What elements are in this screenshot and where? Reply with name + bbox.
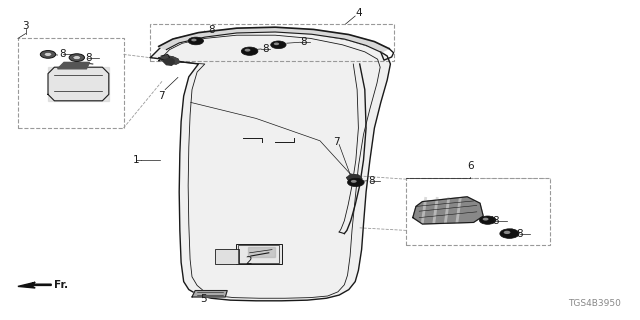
Circle shape xyxy=(40,51,56,58)
Polygon shape xyxy=(159,27,389,52)
Text: 3: 3 xyxy=(22,20,29,31)
Polygon shape xyxy=(347,174,362,182)
Circle shape xyxy=(504,231,511,234)
Text: 8: 8 xyxy=(301,36,307,47)
Circle shape xyxy=(348,178,364,187)
Circle shape xyxy=(44,52,52,56)
Polygon shape xyxy=(18,282,51,288)
Bar xyxy=(406,178,550,245)
Polygon shape xyxy=(160,56,179,64)
Text: TGS4B3950: TGS4B3950 xyxy=(568,299,621,308)
Circle shape xyxy=(500,229,519,238)
Text: 2: 2 xyxy=(245,256,252,266)
Text: 8: 8 xyxy=(493,216,499,226)
Text: 8: 8 xyxy=(516,229,523,239)
Circle shape xyxy=(191,39,196,41)
Text: 8: 8 xyxy=(368,176,374,186)
Circle shape xyxy=(274,43,279,45)
Bar xyxy=(18,38,124,128)
Circle shape xyxy=(271,41,286,49)
Text: 6: 6 xyxy=(467,161,474,172)
Polygon shape xyxy=(164,58,174,65)
Text: 5: 5 xyxy=(200,294,207,304)
Text: 7: 7 xyxy=(158,91,164,101)
Circle shape xyxy=(479,216,496,224)
Text: 7: 7 xyxy=(333,137,339,148)
Text: 4: 4 xyxy=(355,8,362,19)
Polygon shape xyxy=(58,62,90,69)
Text: 8: 8 xyxy=(85,52,92,63)
Polygon shape xyxy=(150,30,390,301)
Circle shape xyxy=(483,218,488,220)
Circle shape xyxy=(244,49,250,52)
Circle shape xyxy=(73,56,81,60)
Bar xyxy=(238,245,279,263)
Text: 1: 1 xyxy=(133,155,140,165)
Polygon shape xyxy=(248,247,275,257)
Polygon shape xyxy=(48,67,109,101)
Text: 8: 8 xyxy=(208,25,214,36)
Circle shape xyxy=(188,37,204,45)
Circle shape xyxy=(351,180,356,183)
Text: Fr.: Fr. xyxy=(54,280,68,291)
Bar xyxy=(150,24,394,61)
Bar xyxy=(215,249,239,264)
Polygon shape xyxy=(413,197,483,224)
Circle shape xyxy=(241,47,258,55)
Polygon shape xyxy=(192,291,227,297)
Text: 8: 8 xyxy=(60,49,66,60)
Circle shape xyxy=(69,54,84,61)
Bar xyxy=(236,244,282,264)
Text: 8: 8 xyxy=(262,44,269,54)
